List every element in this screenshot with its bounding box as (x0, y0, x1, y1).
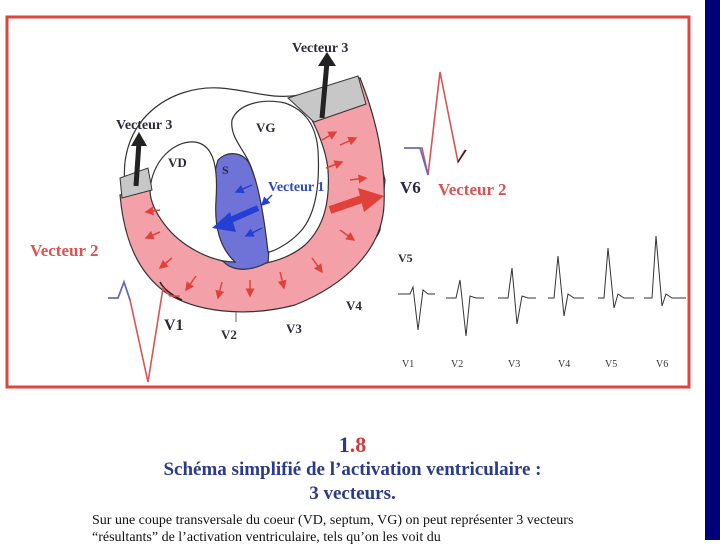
wall-arrow-12 (144, 230, 161, 240)
wall-arrow-2 (325, 160, 344, 169)
figure-caption: 1.8 Schéma simplifié de l’activation ven… (0, 432, 705, 506)
caption-body: Sur une coupe transversale du coeur (VD,… (92, 513, 574, 545)
vecteur2-right-label: Vecteur 2 (438, 180, 506, 199)
vecteur2-arrow (328, 195, 364, 214)
slide-edge-bar (705, 0, 720, 540)
wall-arrow-4 (349, 174, 368, 184)
vg-cavity (231, 100, 320, 253)
ecg-strip (398, 235, 686, 337)
figure-number-main: 1 (338, 432, 350, 457)
vecteur3-left-arrow (133, 141, 142, 187)
wall-arrow-9 (215, 281, 225, 300)
vd-cavity (149, 141, 237, 263)
v6-ecg-tail (457, 149, 467, 163)
vecteur3-left-arrowhead (131, 132, 147, 146)
septum-small-arrow-1 (234, 184, 253, 194)
strip-label-v3: V3 (508, 359, 520, 370)
vecteur1-arrowhead (212, 212, 236, 232)
strip-v4 (548, 255, 584, 317)
vecteur3-top-arrowhead (318, 52, 336, 66)
wall-arrow-7 (277, 271, 287, 290)
figure-number-sub: 8 (355, 432, 367, 457)
v5-label: V5 (398, 251, 413, 265)
wall-arrow-5 (339, 229, 356, 241)
v3-label: V3 (286, 321, 302, 336)
v4-label: V4 (346, 298, 362, 313)
septum-label: S (222, 163, 229, 177)
caption-title-line1: Schéma simplifié de l’activation ventric… (163, 459, 542, 480)
v2-label: V2 (221, 327, 237, 342)
septum-small-arrow-3 (260, 194, 273, 207)
v1-pointer (159, 281, 183, 301)
figure-number-dot: . (349, 432, 356, 457)
v1-label: V1 (164, 317, 184, 334)
v1-ecg-r (108, 279, 131, 301)
wall-arrow-10 (185, 275, 197, 292)
vecteur2-left-label: Vecteur 2 (30, 241, 98, 260)
strip-v5 (598, 247, 634, 309)
vd-label: VD (168, 155, 187, 170)
caption-title-line2: 3 vecteurs. (309, 483, 396, 504)
strip-label-v2: V2 (451, 359, 463, 370)
strip-v3 (498, 267, 536, 325)
strip-label-v1: V1 (402, 359, 414, 370)
vecteur1-label: Vecteur 1 (268, 180, 324, 195)
wall-arrow-13 (144, 206, 161, 216)
wall-arrow-11 (158, 257, 173, 269)
vecteur3-left-label: Vecteur 3 (116, 118, 172, 133)
vecteur2-arrowhead (358, 188, 384, 212)
strip-label-v4: V4 (558, 359, 570, 370)
v6-lead-label: V6 (400, 178, 421, 197)
strip-label-v5: V5 (605, 359, 617, 370)
v6-ecg-q (404, 147, 429, 176)
strip-v1 (398, 285, 435, 331)
wall-arrow-3 (339, 136, 358, 146)
septum-small-arrow-2 (244, 227, 263, 237)
strip-v6 (644, 235, 686, 307)
vecteur3-top-arrow (319, 61, 330, 119)
figure-number: 1.8 (0, 432, 705, 458)
wall-arrow-1 (321, 131, 338, 141)
vecteur3-top-label: Vecteur 3 (292, 41, 348, 56)
strip-label-v6: V6 (656, 359, 668, 370)
wall-small-arrows (144, 131, 368, 300)
vg-label: VG (256, 120, 276, 135)
vg-base-cap (287, 75, 367, 123)
wall-arrow-6 (311, 257, 323, 274)
strip-v2 (446, 279, 484, 337)
